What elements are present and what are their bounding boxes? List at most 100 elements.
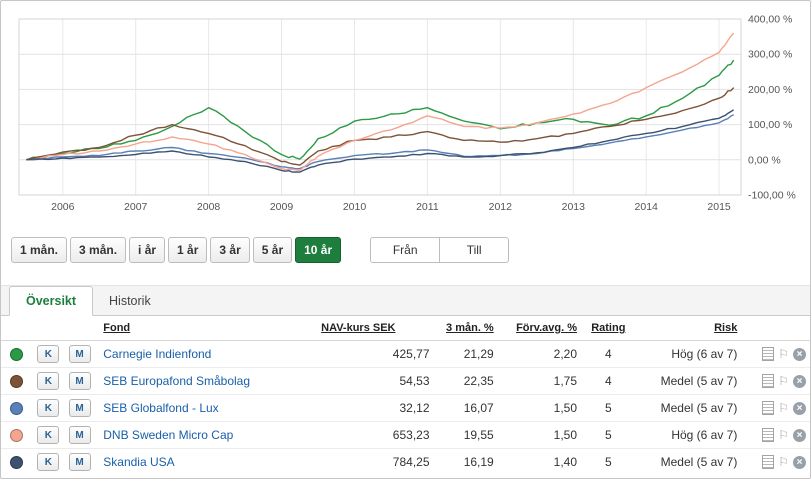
fee-value: 2,20 <box>498 341 581 368</box>
flag-icon[interactable]: ⚐ <box>778 428 789 442</box>
series-line <box>26 33 733 170</box>
report-icon[interactable] <box>762 347 774 361</box>
date-to-button[interactable]: Till <box>439 237 509 263</box>
m-button[interactable]: M <box>69 372 91 390</box>
risk-value: Medel (5 av 7) <box>636 368 742 395</box>
k-button[interactable]: K <box>37 399 59 417</box>
k-button[interactable]: K <box>37 453 59 471</box>
table-row: K M Carnegie Indienfond 425,77 21,29 2,2… <box>1 341 810 368</box>
m-button[interactable]: M <box>69 453 91 471</box>
fee-value: 1,50 <box>498 422 581 449</box>
rating-value: 4 <box>581 368 636 395</box>
fund-name-link[interactable]: Carnegie Indienfond <box>103 347 211 361</box>
header-nav-kurs[interactable]: NAV-kurs SEK <box>299 316 434 341</box>
remove-fund-icon[interactable]: × <box>793 456 806 469</box>
header-fond[interactable]: Fond <box>99 316 299 341</box>
fee-value: 1,75 <box>498 368 581 395</box>
fund-name-link[interactable]: SEB Globalfond - Lux <box>103 401 218 415</box>
k-button[interactable]: K <box>37 345 59 363</box>
rating-value: 5 <box>581 395 636 422</box>
plot-border <box>19 19 741 195</box>
header-spacer <box>1 316 32 341</box>
remove-fund-icon[interactable]: × <box>793 375 806 388</box>
y-axis-tick-label: -100,00 % <box>748 190 796 202</box>
period-button-5ar[interactable]: 5 år <box>253 237 292 263</box>
k-button[interactable]: K <box>37 372 59 390</box>
date-range-controls: Från Till <box>370 237 509 263</box>
period-button-10ar[interactable]: 10 år <box>295 237 341 263</box>
x-axis-tick-label: 2007 <box>124 201 148 213</box>
period-button-1man[interactable]: 1 mån. <box>11 237 67 263</box>
x-axis-tick-label: 2014 <box>635 201 659 213</box>
header-spacer <box>741 316 810 341</box>
remove-fund-icon[interactable]: × <box>793 402 806 415</box>
y-axis-tick-label: 0,00 % <box>748 154 781 166</box>
flag-icon[interactable]: ⚐ <box>778 347 789 361</box>
m-button[interactable]: M <box>69 345 91 363</box>
fund-color-dot <box>10 375 23 388</box>
nav-value: 653,23 <box>299 422 434 449</box>
three-month-value[interactable]: 16,07 <box>434 395 498 422</box>
report-icon[interactable] <box>762 428 774 442</box>
flag-icon[interactable]: ⚐ <box>778 455 789 469</box>
rating-value: 4 <box>581 341 636 368</box>
m-button[interactable]: M <box>69 399 91 417</box>
flag-icon[interactable]: ⚐ <box>778 401 789 415</box>
tab-historik[interactable]: Historik <box>93 287 167 315</box>
table-header-row: Fond NAV-kurs SEK 3 mån. % Förv.avg. % R… <box>1 316 810 341</box>
period-button-1ar[interactable]: 1 år <box>168 237 207 263</box>
remove-fund-icon[interactable]: × <box>793 429 806 442</box>
tab-oversikt[interactable]: Översikt <box>9 286 93 316</box>
report-icon[interactable] <box>762 401 774 415</box>
fund-compare-widget: 2006200720082009201020112012201320142015… <box>0 0 811 479</box>
risk-value: Hög (6 av 7) <box>636 422 742 449</box>
y-axis-tick-label: 400,00 % <box>748 14 792 26</box>
header-forv-avg[interactable]: Förv.avg. % <box>498 316 581 341</box>
nav-value: 425,77 <box>299 341 434 368</box>
performance-chart: 2006200720082009201020112012201320142015… <box>9 7 802 225</box>
y-axis-tick-label: 300,00 % <box>748 49 792 61</box>
fund-name-link[interactable]: DNB Sweden Micro Cap <box>103 428 233 442</box>
remove-fund-icon[interactable]: × <box>793 348 806 361</box>
fund-color-dot <box>10 348 23 361</box>
risk-value: Medel (5 av 7) <box>636 449 742 476</box>
report-icon[interactable] <box>762 374 774 388</box>
header-risk[interactable]: Risk <box>636 316 742 341</box>
k-button[interactable]: K <box>37 426 59 444</box>
header-spacer <box>65 316 100 341</box>
three-month-value[interactable]: 19,55 <box>434 422 498 449</box>
period-button-3man[interactable]: 3 mån. <box>70 237 126 263</box>
three-month-value[interactable]: 22,35 <box>434 368 498 395</box>
three-month-value[interactable]: 21,29 <box>434 341 498 368</box>
flag-icon[interactable]: ⚐ <box>778 374 789 388</box>
risk-value: Hög (6 av 7) <box>636 341 742 368</box>
fund-table: Fond NAV-kurs SEK 3 mån. % Förv.avg. % R… <box>1 316 810 475</box>
report-icon[interactable] <box>762 455 774 469</box>
x-axis-tick-label: 2010 <box>343 201 367 213</box>
table-row: K M DNB Sweden Micro Cap 653,23 19,55 1,… <box>1 422 810 449</box>
x-axis-tick-label: 2009 <box>270 201 294 213</box>
fund-name-link[interactable]: SEB Europafond Småbolag <box>103 374 250 388</box>
header-spacer <box>32 316 64 341</box>
risk-value: Medel (5 av 7) <box>636 395 742 422</box>
fee-value: 1,40 <box>498 449 581 476</box>
x-axis-tick-label: 2012 <box>489 201 513 213</box>
fund-name-link[interactable]: Skandia USA <box>103 455 174 469</box>
chart-canvas: 2006200720082009201020112012201320142015… <box>9 7 804 225</box>
m-button[interactable]: M <box>69 426 91 444</box>
x-axis-tick-label: 2006 <box>51 201 75 213</box>
period-button-iar[interactable]: i år <box>129 237 165 263</box>
header-rating[interactable]: Rating <box>581 316 636 341</box>
tab-bar: Översikt Historik <box>1 285 810 316</box>
y-axis-tick-label: 100,00 % <box>748 119 792 131</box>
fund-color-dot <box>10 456 23 469</box>
date-from-button[interactable]: Från <box>370 237 440 263</box>
table-row: K M Skandia USA 784,25 16,19 1,40 5 Mede… <box>1 449 810 476</box>
fund-color-dot <box>10 429 23 442</box>
x-axis-tick-label: 2013 <box>562 201 586 213</box>
nav-value: 32,12 <box>299 395 434 422</box>
x-axis-tick-label: 2015 <box>707 201 731 213</box>
header-3man[interactable]: 3 mån. % <box>434 316 498 341</box>
period-button-3ar[interactable]: 3 år <box>210 237 249 263</box>
three-month-value[interactable]: 16,19 <box>434 449 498 476</box>
